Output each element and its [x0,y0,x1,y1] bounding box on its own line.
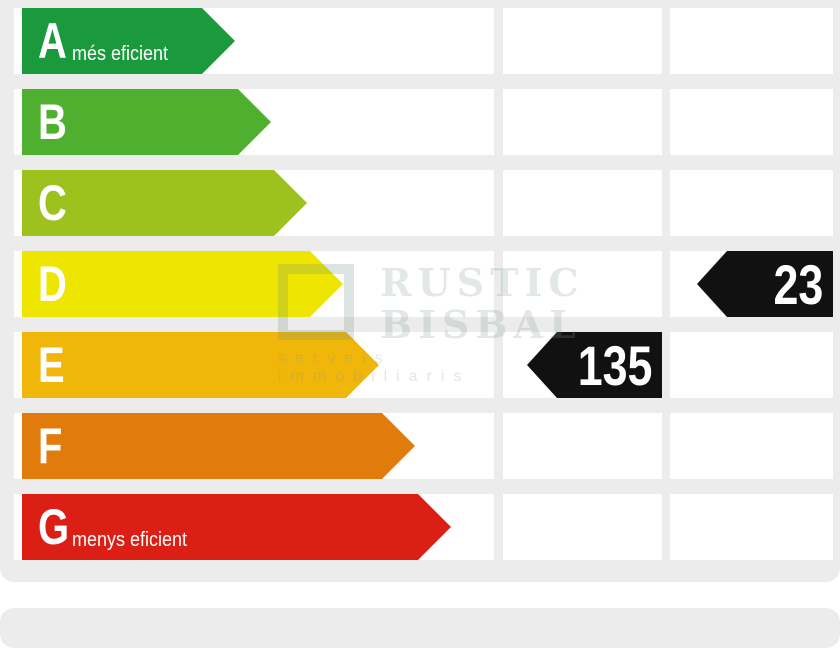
rating-cell [503,251,662,317]
rating-cell [503,170,662,236]
rating-cell [503,8,662,74]
rating-letter: D [38,256,67,312]
rating-indicator-badge: 23 [697,251,833,317]
rating-indicator-badge: 135 [527,332,662,398]
rating-letter: A [38,13,67,69]
rating-arrow-c: C [22,170,307,236]
rating-letter: E [38,337,65,393]
rating-caption: menys eficient [72,529,188,551]
rating-caption: més eficient [72,43,169,65]
rating-arrow-e: E [22,332,379,398]
rating-letter: C [38,175,67,231]
footer-panel [0,608,840,648]
rating-arrow-b: B [22,89,271,155]
rating-cell [670,89,833,155]
rating-cell [670,494,833,560]
rating-cell [670,413,833,479]
rating-arrow-d: D [22,251,343,317]
indicator-value: 23 [773,252,823,316]
rating-cell [670,8,833,74]
rating-cell [670,332,833,398]
rating-arrow-f: F [22,413,415,479]
rating-letter: B [38,94,67,150]
rating-cell [503,89,662,155]
rating-cell [503,494,662,560]
rating-cell [670,170,833,236]
rating-letter: G [38,499,70,555]
rating-letter: F [38,418,63,474]
indicator-value: 135 [577,333,652,397]
rating-cell [503,413,662,479]
